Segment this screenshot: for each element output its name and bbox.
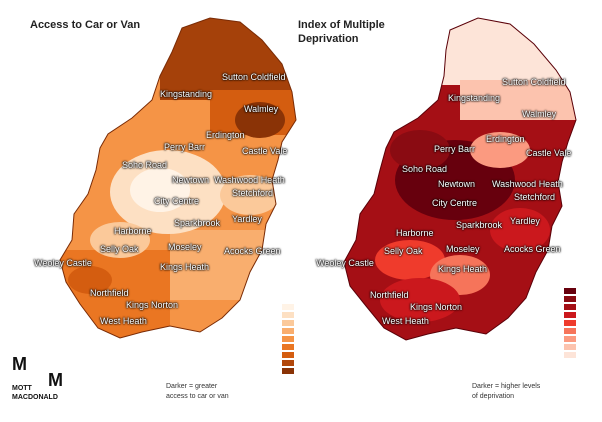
place-label-yardley: Yardley [232, 214, 262, 224]
place-label-kings-norton-r: Kings Norton [410, 302, 463, 312]
logo-mark-secondary: M [48, 370, 63, 390]
legend-swatch [282, 320, 294, 326]
place-label-walmley: Walmley [244, 104, 279, 114]
legend-swatch [282, 336, 294, 342]
place-label-kings-norton: Kings Norton [126, 300, 179, 310]
legend-swatch [282, 352, 294, 358]
place-label-stetchford: Stetchford [232, 188, 274, 198]
place-label-newtown: Newtown [172, 175, 210, 185]
legend-swatch [564, 296, 576, 302]
place-label-harborne-r: Harborne [396, 228, 434, 238]
place-label-kingstanding-r: Kingstanding [448, 93, 501, 103]
place-label-northfield: Northfield [90, 288, 129, 298]
place-label-castle-vale: Castle Vale [242, 146, 288, 156]
place-label-kings-heath: Kings Heath [160, 262, 210, 272]
right-legend-note: Darker = higher levels of deprivation [472, 383, 541, 400]
right-legend [564, 288, 576, 360]
legend-swatch [564, 344, 576, 350]
legend-swatch [564, 336, 576, 342]
place-label-kings-heath-r: Kings Heath [438, 264, 488, 274]
place-label-harborne: Harborne [114, 226, 152, 236]
place-label-weoley-castle: Weoley Castle [34, 258, 92, 268]
place-label-selly-oak: Selly Oak [100, 244, 139, 254]
place-label-newtown-r: Newtown [438, 179, 476, 189]
left-legend [282, 304, 294, 376]
place-label-acocks-green-r: Acocks Green [504, 244, 561, 254]
place-label-perry-barr-r: Perry Barr [434, 144, 476, 154]
place-label-perry-barr: Perry Barr [164, 142, 206, 152]
place-label-sutton-coldfield-r: Sutton Coldfield [502, 77, 566, 87]
place-label-castle-vale-r: Castle Vale [526, 148, 572, 158]
place-label-city-centre-r: City Centre [432, 198, 478, 208]
place-label-moseley-r: Moseley [446, 244, 480, 254]
place-label-soho-road: Soho Road [122, 160, 168, 170]
place-label-erdington-r: Erdington [486, 134, 525, 144]
place-label-selly-oak-r: Selly Oak [384, 246, 423, 256]
legend-swatch [282, 312, 294, 318]
place-label-yardley-r: Yardley [510, 216, 540, 226]
left-map-title: Access to Car or Van [30, 19, 141, 31]
place-label-sutton-coldfield: Sutton Coldfield [222, 72, 286, 82]
legend-swatch [282, 368, 294, 374]
place-label-acocks-green: Acocks Green [224, 246, 281, 256]
place-label-sparkbrook-r: Sparkbrook [456, 220, 503, 230]
place-label-erdington: Erdington [206, 130, 245, 140]
place-label-city-centre: City Centre [154, 196, 200, 206]
logo-mark: M [12, 354, 27, 374]
left-legend-note: Darker = greater access to car or van [166, 383, 229, 400]
place-label-west-heath-r: West Heath [382, 316, 429, 326]
mott-macdonald-logo: M M MOTT MACDONALD [12, 354, 82, 404]
place-label-moseley: Moseley [168, 242, 202, 252]
legend-swatch [282, 328, 294, 334]
legend-swatch [564, 288, 576, 294]
legend-swatch [564, 312, 576, 318]
place-label-walmley-r: Walmley [522, 109, 557, 119]
legend-swatch [564, 320, 576, 326]
place-label-northfield-r: Northfield [370, 290, 409, 300]
place-label-west-heath: West Heath [100, 316, 147, 326]
legend-swatch [282, 344, 294, 350]
place-label-kingstanding: Kingstanding [160, 89, 213, 99]
logo-wordmark: MOTT MACDONALD [12, 385, 58, 401]
legend-swatch [564, 328, 576, 334]
legend-swatch [564, 352, 576, 358]
place-label-washwood-heath-r: Washwood Heath [492, 179, 563, 189]
place-label-sparkbrook: Sparkbrook [174, 218, 221, 228]
place-label-washwood-heath: Washwood Heath [214, 175, 285, 185]
legend-swatch [282, 304, 294, 310]
right-map-title: Index of Multiple Deprivation [298, 19, 385, 45]
place-label-stetchford-r: Stetchford [514, 192, 556, 202]
place-label-weoley-castle-r: Weoley Castle [316, 258, 374, 268]
legend-swatch [564, 304, 576, 310]
place-label-soho-road-r: Soho Road [402, 164, 448, 174]
legend-swatch [282, 360, 294, 366]
